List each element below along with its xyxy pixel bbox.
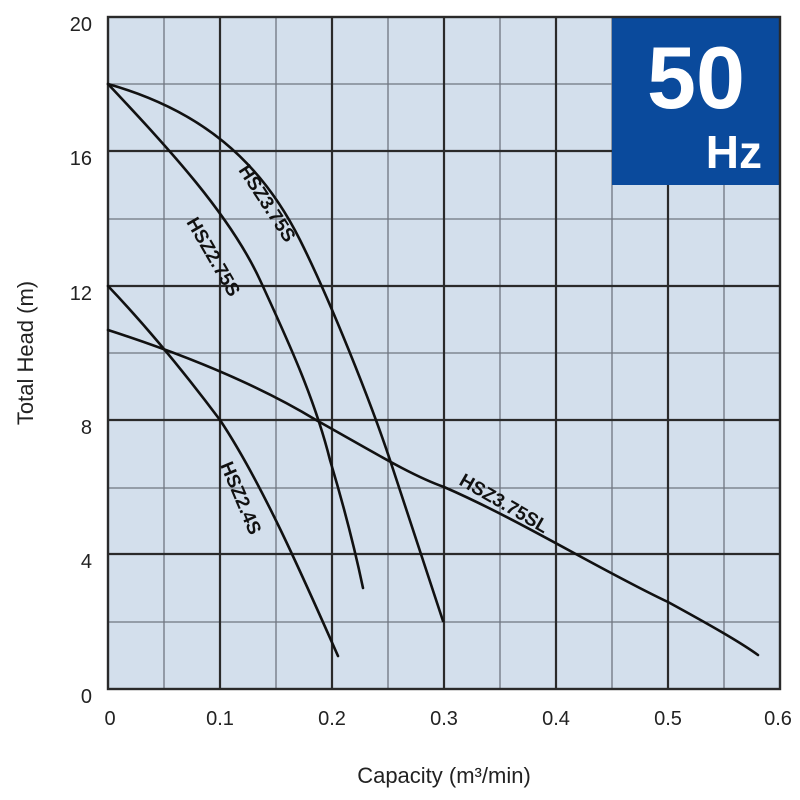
- y-tick: 0: [81, 686, 92, 708]
- curve-hsz3-75sl: [106, 328, 760, 657]
- x-tick: 0.3: [430, 708, 458, 730]
- plot-border: [106, 15, 782, 691]
- badge-value: 50: [647, 28, 745, 127]
- y-tick: 4: [81, 551, 92, 573]
- x-tick: 0.1: [206, 708, 234, 730]
- y-tick: 20: [70, 14, 92, 36]
- y-axis-ticks: 20 16 12 8 4 0: [70, 14, 92, 708]
- y-tick: 12: [70, 283, 92, 305]
- y-tick: 8: [81, 417, 92, 439]
- x-tick: 0.4: [542, 708, 570, 730]
- x-tick: 0: [104, 708, 115, 730]
- badge-unit: Hz: [706, 126, 762, 178]
- frequency-badge: 50 Hz: [612, 17, 780, 185]
- y-axis-label: Total Head (m): [13, 281, 38, 425]
- x-tick: 0.2: [318, 708, 346, 730]
- curve-hsz2-75s: [106, 82, 365, 590]
- x-axis-label: Capacity (m³/min): [357, 763, 531, 788]
- curve-hsz3-75s: [106, 82, 445, 623]
- x-tick: 0.5: [654, 708, 682, 730]
- curve-hsz2-4s: [106, 284, 340, 658]
- x-axis-ticks: 0 0.1 0.2 0.3 0.4 0.5 0.6: [104, 708, 791, 730]
- y-tick: 16: [70, 148, 92, 170]
- x-tick: 0.6: [764, 708, 792, 730]
